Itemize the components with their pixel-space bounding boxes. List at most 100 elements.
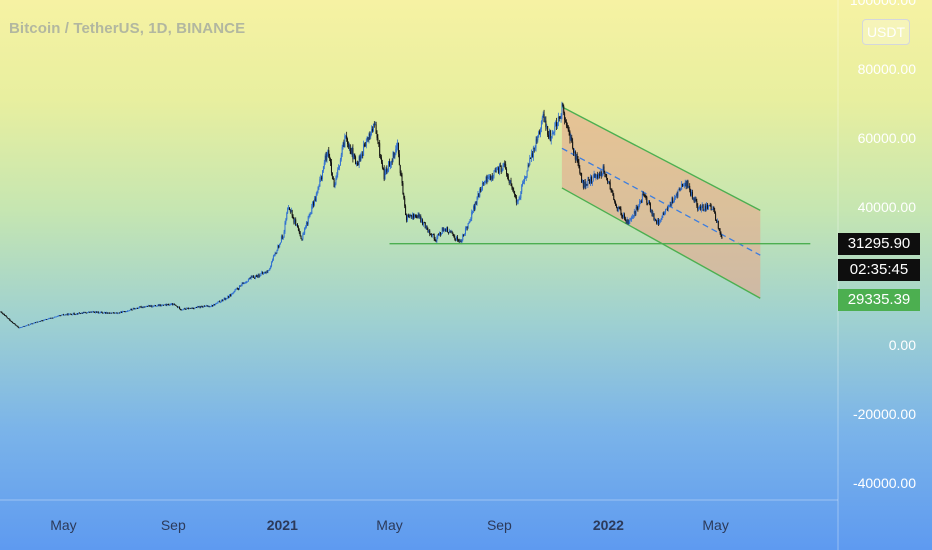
candle: [302, 232, 304, 241]
candle: [23, 325, 25, 327]
candle: [574, 150, 576, 163]
candle: [179, 308, 181, 311]
candle: [286, 211, 288, 221]
candle: [586, 183, 588, 186]
candle: [14, 323, 16, 326]
candle: [424, 222, 426, 229]
channel-drawing[interactable]: [561, 106, 761, 299]
candle: [596, 174, 598, 179]
candle: [384, 169, 386, 180]
candle: [335, 175, 337, 186]
candle: [528, 163, 530, 168]
candle: [283, 229, 285, 238]
candle: [313, 196, 315, 207]
candle: [669, 201, 671, 207]
candle: [176, 305, 178, 307]
candle: [193, 307, 195, 310]
candle: [672, 196, 674, 204]
candle: [140, 305, 142, 309]
candle: [537, 135, 539, 143]
candle: [667, 204, 669, 212]
candle: [547, 125, 549, 137]
candle: [626, 216, 628, 225]
candle: [68, 313, 70, 316]
candle: [466, 226, 468, 231]
candle: [144, 306, 146, 308]
candle: [125, 310, 127, 313]
candle: [710, 203, 712, 211]
candle: [161, 304, 163, 307]
candle: [393, 151, 395, 159]
candle: [531, 149, 533, 162]
candle: [296, 224, 298, 227]
candle: [82, 312, 84, 314]
candle: [188, 307, 190, 310]
candle: [221, 299, 223, 302]
candle: [428, 229, 430, 234]
candle: [129, 308, 131, 311]
candle: [482, 182, 484, 186]
candle: [414, 213, 416, 219]
candle: [548, 131, 550, 140]
candle: [99, 311, 101, 314]
currency-badge[interactable]: USDT: [862, 19, 910, 45]
channel-midline[interactable]: [561, 147, 761, 256]
candle: [603, 164, 605, 174]
candle: [360, 152, 362, 162]
candle: [63, 314, 65, 316]
candle: [197, 306, 199, 308]
candle: [331, 172, 333, 180]
candle: [230, 293, 232, 297]
candle: [244, 282, 246, 284]
candle: [355, 161, 357, 167]
candle: [382, 167, 384, 171]
time-axis[interactable]: May Sep 2021 May Sep 2022 May: [50, 517, 729, 533]
candle: [558, 115, 560, 122]
candle: [598, 171, 600, 179]
candle: [670, 201, 672, 207]
candle: [202, 306, 204, 308]
candle: [510, 177, 512, 187]
candle: [21, 326, 23, 328]
candle: [663, 211, 665, 216]
symbol-title[interactable]: Bitcoin / TetherUS, 1D, BINANCE: [9, 20, 246, 37]
candle: [291, 209, 293, 218]
candle: [420, 214, 422, 223]
candle: [26, 325, 28, 327]
candle: [551, 129, 553, 139]
candle: [471, 209, 473, 221]
candle: [610, 188, 612, 193]
candle: [514, 193, 516, 199]
candle: [319, 176, 321, 187]
candle: [458, 238, 460, 244]
price-axis[interactable]: 100000.00 80000.00 60000.00 40000.00 0.00 -20…: [850, 0, 916, 491]
candle: [138, 306, 140, 309]
candle: [522, 180, 524, 187]
candle: [226, 298, 228, 300]
candle: [412, 212, 414, 221]
candle: [120, 311, 122, 313]
candle: [397, 142, 399, 158]
channel-upper-line[interactable]: [561, 106, 761, 211]
candle: [58, 315, 60, 317]
candle: [607, 177, 609, 185]
candle: [178, 306, 180, 308]
candle: [375, 121, 377, 134]
candle: [653, 212, 655, 221]
candle: [511, 183, 513, 190]
candle: [530, 157, 532, 159]
candle: [330, 158, 332, 176]
candle: [219, 300, 221, 303]
candle: [628, 219, 630, 226]
candle: [268, 269, 270, 271]
candle: [552, 130, 554, 135]
candle: [236, 287, 238, 290]
candle: [711, 208, 713, 211]
candle: [155, 305, 157, 307]
candle: [24, 326, 26, 327]
candle: [298, 228, 300, 235]
candle: [220, 301, 222, 304]
candle: [47, 318, 49, 320]
candle: [224, 297, 226, 301]
